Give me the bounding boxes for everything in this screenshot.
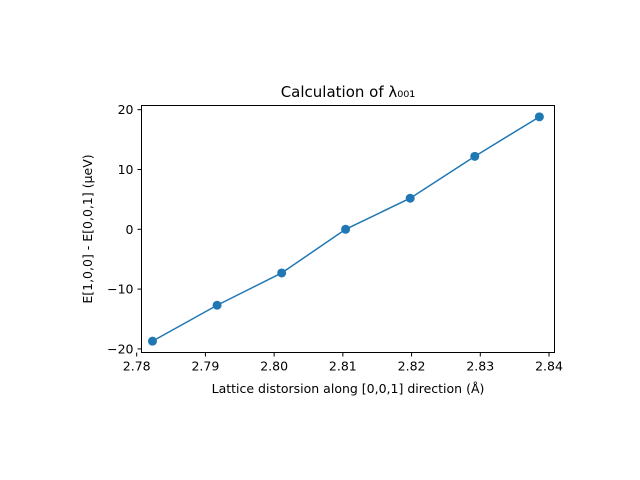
data-point [277, 268, 287, 278]
x-axis-label: Lattice distorsion along [0,0,1] directi… [212, 381, 485, 396]
x-tick-label: 2.83 [466, 359, 494, 374]
x-tick-label: 2.81 [329, 359, 357, 374]
data-point [341, 224, 351, 234]
data-point [147, 336, 157, 346]
x-axis-ticks: 2.78 2.79 2.80 2.81 2.82 2.83 2.84 [123, 352, 563, 374]
y-tick-label: −10 [107, 282, 133, 297]
data-point [212, 300, 222, 310]
x-tick-label: 2.79 [191, 359, 219, 374]
x-tick-label: 2.84 [535, 359, 563, 374]
x-tick-label: 2.78 [123, 359, 151, 374]
data-point [405, 193, 415, 203]
y-tick-label: 0 [126, 222, 134, 237]
y-axis-ticks: −20 −10 0 10 20 [107, 102, 142, 356]
y-axis-label: E[1,0,0] - E[0,0,1] (μeV) [80, 154, 95, 303]
y-tick-label: −20 [107, 341, 133, 356]
data-point [534, 112, 544, 122]
data-point [470, 151, 480, 161]
y-tick-label: 20 [118, 102, 134, 117]
x-tick-label: 2.80 [260, 359, 288, 374]
x-tick-label: 2.82 [398, 359, 426, 374]
plot-series [147, 112, 544, 346]
chart-title: Calculation of λ₀₀₁ [281, 83, 416, 101]
y-tick-label: 10 [118, 162, 134, 177]
